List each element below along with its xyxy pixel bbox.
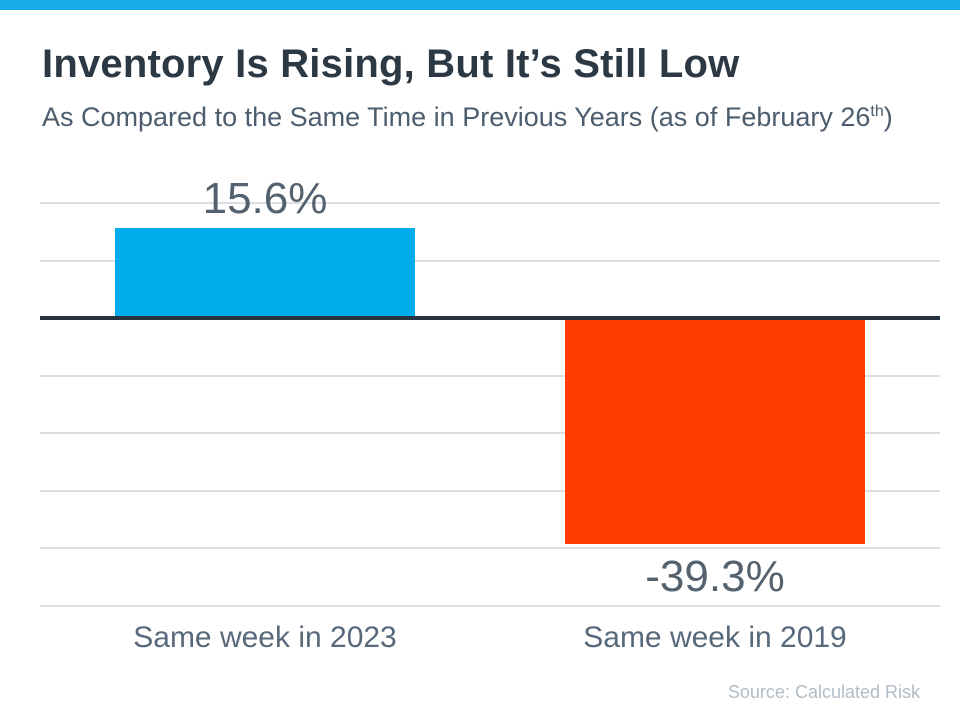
gridline--50 [40, 604, 940, 607]
subtitle-closing-paren: ) [883, 102, 893, 132]
value-label-same-week-in-2023: 15.6% [202, 174, 328, 224]
gridline--10 [40, 374, 940, 377]
gridline--30 [40, 489, 940, 492]
gridline--40 [40, 547, 940, 549]
chart-subtitle: As Compared to the Same Time in Previous… [42, 101, 893, 133]
category-label-same-week-in-2023: Same week in 2023 [133, 621, 397, 654]
chart-title: Inventory Is Rising, But It’s Still Low [42, 42, 740, 86]
gridline-20 [40, 202, 940, 204]
bar-chart: 15.6% Same week in 2023 -39.3% Same week in… [40, 170, 940, 680]
source-credit: Source: Calculated Risk [727, 682, 920, 702]
value-label-same-week-in-2019: -39.3% [645, 551, 785, 601]
gridline--20 [40, 432, 940, 434]
subtitle-text: As Compared to the Same Time in Previous… [42, 102, 871, 132]
bar-same-week-in-2019 [565, 320, 865, 544]
category-label-same-week-in-2019: Same week in 2019 [583, 621, 847, 654]
bar-same-week-in-2023 [115, 228, 415, 318]
subtitle-superscript: th [870, 103, 884, 120]
x-axis-zero-line [40, 316, 940, 320]
gridline-10 [40, 259, 940, 262]
top-accent-bar [0, 0, 960, 10]
